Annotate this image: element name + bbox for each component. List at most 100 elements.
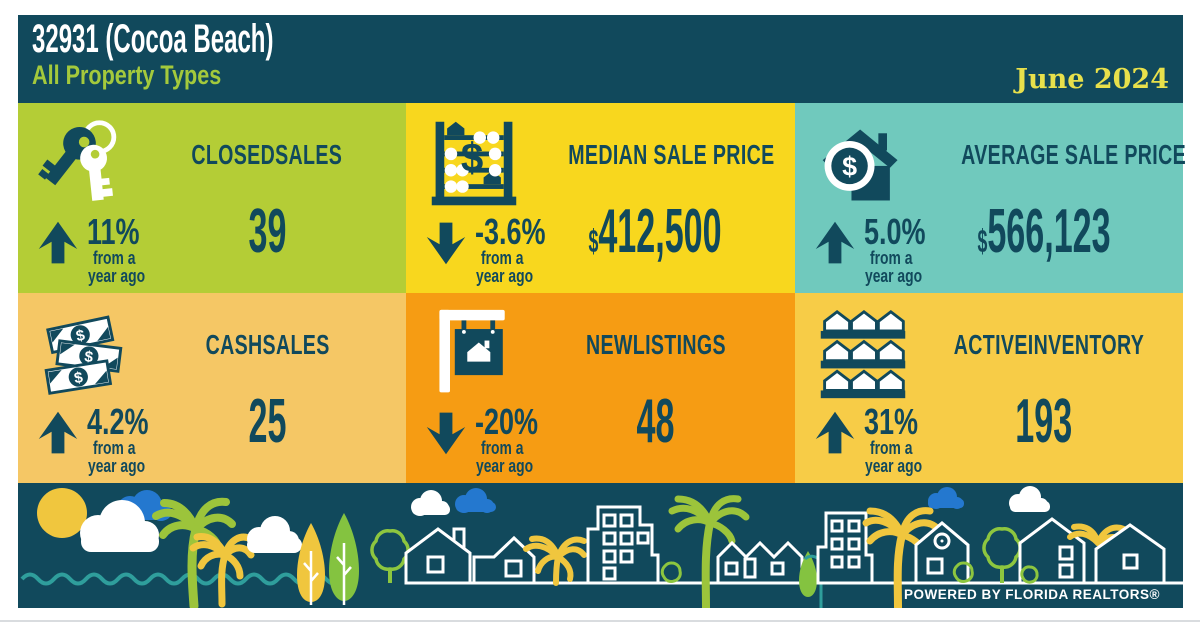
- skyline-illustration: POWERED BY FLORIDA REALTORS®: [18, 483, 1183, 608]
- change-period-line1: from a: [93, 437, 136, 459]
- cloud-icon: [928, 487, 964, 509]
- down-arrow-icon: [427, 412, 466, 455]
- yoy-change: 31% from a year ago: [815, 401, 941, 476]
- powered-by-text: POWERED BY FLORIDA REALTORS®: [904, 587, 1160, 602]
- stat-title: ACTIVEINVENTORY: [953, 329, 1144, 360]
- cloud-icon: [411, 490, 450, 516]
- stat-title: NEWLISTINGS: [585, 329, 726, 360]
- yoy-change: 4.2% from a year ago: [38, 401, 169, 476]
- change-period-line1: from a: [481, 437, 524, 459]
- bottom-divider: [0, 620, 1200, 622]
- stat-title: CASHSALES: [205, 329, 330, 360]
- window: [504, 559, 523, 578]
- change-percent: -3.6%: [475, 211, 546, 252]
- stat-title: AVERAGE SALE PRICE: [960, 139, 1186, 170]
- tree-icon: [370, 529, 410, 583]
- bush-icon: [660, 561, 682, 583]
- zip-title: 32931 (Cocoa Beach): [32, 17, 274, 61]
- tree-icon: [982, 527, 1022, 583]
- house-outline: [472, 535, 536, 585]
- change-period-line2: year ago: [476, 454, 534, 476]
- window: [426, 555, 445, 574]
- window: [1058, 563, 1074, 579]
- yoy-change: -20% from a year ago: [426, 401, 559, 476]
- yoy-change: -3.6% from a year ago: [426, 211, 569, 286]
- stat-value: 193: [1015, 387, 1073, 456]
- property-type-subtitle: All Property Types: [32, 60, 222, 90]
- down-arrow-icon: [427, 222, 466, 265]
- change-percent: 4.2%: [87, 401, 149, 442]
- card-cash-sales: $ $ $ CASHSALES 25: [18, 293, 407, 483]
- card-median-sale-price: $ MEDIAN SALE PRICE $412,500 -3.6% from …: [406, 103, 795, 293]
- tree-icon: [297, 523, 325, 605]
- bush-icon: [1020, 565, 1039, 584]
- window: [1122, 553, 1139, 570]
- change-period-line2: year ago: [88, 264, 146, 286]
- up-arrow-icon: [38, 221, 78, 264]
- stat-value: 48: [636, 387, 675, 456]
- svg-text:$: $: [83, 348, 94, 366]
- change-period-line2: year ago: [88, 454, 146, 476]
- cloud-icon: [247, 516, 302, 553]
- skyline-footer: POWERED BY FLORIDA REALTORS®: [18, 483, 1183, 608]
- window: [743, 557, 757, 579]
- tree-icon: [329, 513, 359, 605]
- yoy-change: 5.0% from a year ago: [815, 211, 946, 286]
- change-period-line1: from a: [481, 247, 524, 269]
- card-closed-sales: CLOSEDSALES 39 11% from a year ago: [18, 103, 407, 293]
- water-wave: [20, 572, 344, 586]
- change-period-line2: year ago: [476, 264, 534, 286]
- stat-value: $566,123: [977, 197, 1111, 266]
- stat-value: 25: [248, 387, 287, 456]
- tree-icon: [799, 551, 817, 597]
- money-bills-icon: $ $ $: [44, 315, 123, 395]
- header-band: 32931 (Cocoa Beach) All Property Types J…: [18, 15, 1183, 103]
- stat-title: MEDIAN SALE PRICE: [568, 139, 775, 170]
- svg-text:$: $: [461, 135, 483, 181]
- building-windows: [830, 519, 861, 569]
- change-percent: 11%: [87, 211, 140, 252]
- report-month: June 2024: [1015, 64, 1169, 95]
- change-period-line2: year ago: [864, 454, 922, 476]
- round-window: [933, 532, 951, 550]
- yoy-change: 11% from a year ago: [38, 211, 164, 286]
- window: [724, 561, 739, 576]
- cloud-icon: [80, 500, 159, 552]
- stats-grid: CLOSEDSALES 39 11% from a year ago: [18, 103, 1186, 483]
- house-rows-icon: [820, 309, 905, 399]
- change-percent: 5.0%: [863, 211, 926, 252]
- stat-title: CLOSEDSALES: [191, 139, 343, 170]
- cloud-icon: [455, 488, 496, 513]
- up-arrow-icon: [38, 411, 78, 454]
- card-new-listings: NEWLISTINGS 48 -20% from a year ago: [406, 293, 795, 483]
- change-percent: -20%: [475, 401, 539, 442]
- up-arrow-icon: [815, 411, 854, 454]
- building-windows: [602, 513, 650, 581]
- palm-tree-icon: [189, 533, 255, 608]
- window: [1058, 545, 1074, 561]
- change-period-line2: year ago: [864, 264, 922, 286]
- window: [926, 557, 944, 575]
- palm-tree-icon: [523, 535, 587, 586]
- change-percent: 31%: [863, 401, 918, 442]
- change-period-line1: from a: [93, 247, 136, 269]
- keys-icon: [38, 120, 117, 201]
- card-active-inventory: ACTIVEINVENTORY 193 31% from a year ago: [794, 293, 1183, 483]
- change-period-line1: from a: [869, 437, 913, 459]
- svg-text:$: $: [842, 152, 857, 182]
- house-dollar-icon: $: [822, 129, 898, 201]
- up-arrow-icon: [815, 221, 854, 264]
- stat-value: 39: [248, 197, 287, 266]
- sale-sign-icon: [439, 309, 506, 393]
- infographic-frame: 32931 (Cocoa Beach) All Property Types J…: [18, 15, 1186, 608]
- sun-icon: [37, 488, 87, 538]
- palm-tree-icon: [668, 495, 750, 608]
- change-period-line1: from a: [869, 247, 913, 269]
- abacus-icon: $: [432, 121, 517, 206]
- cloud-icon: [1009, 486, 1050, 512]
- bush-icon: [952, 561, 974, 583]
- card-average-sale-price: $ AVERAGE SALE PRICE $566,123 5.0% from …: [794, 103, 1186, 293]
- stat-value: $412,500: [588, 197, 723, 266]
- window: [770, 561, 785, 576]
